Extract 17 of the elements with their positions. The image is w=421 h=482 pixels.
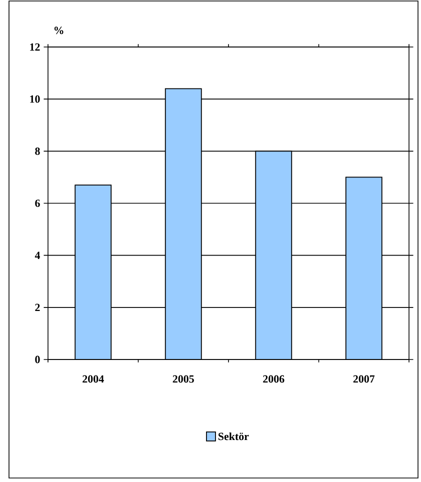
y-tick-label: 8 — [35, 147, 40, 155]
y-tick-label: 4 — [34, 252, 40, 259]
y-axis-title: % — [54, 26, 64, 34]
legend-label: Sektör — [218, 432, 249, 440]
y-tick-label: 6 — [35, 200, 40, 207]
y-tick-label: 10 — [30, 95, 40, 103]
x-tick-label: 2004 — [82, 375, 104, 383]
x-tick-label: 2006 — [263, 375, 284, 383]
y-tick-label: 12 — [30, 43, 40, 51]
bar — [345, 176, 382, 360]
x-tick-label: 2007 — [353, 375, 375, 383]
bar — [74, 184, 112, 360]
x-tick-label: 2005 — [172, 375, 194, 383]
y-tick-label: 0 — [35, 356, 40, 364]
bar — [164, 88, 202, 360]
y-tick-label: 2 — [35, 304, 40, 312]
bar — [255, 150, 292, 360]
